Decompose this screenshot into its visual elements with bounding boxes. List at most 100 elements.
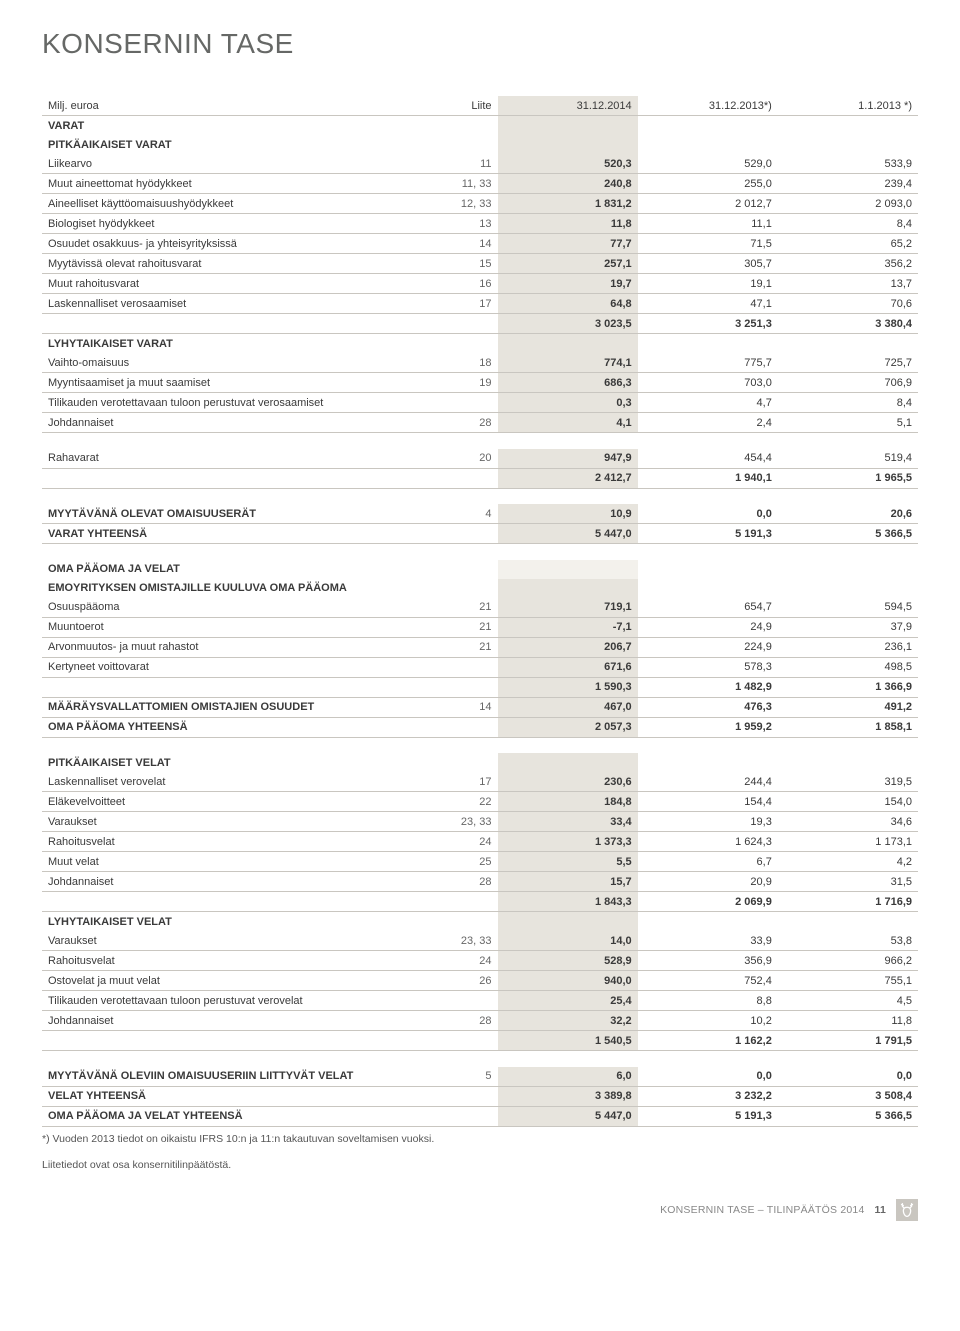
table-row: Biologiset hyödykkeet1311,811,18,4	[42, 214, 918, 234]
row-note	[427, 524, 497, 544]
row-note: 26	[427, 971, 497, 991]
row-value: 2 069,9	[638, 892, 778, 912]
row-note: 28	[427, 872, 497, 892]
col-2013: 31.12.2013*)	[638, 96, 778, 116]
row-value: 11,8	[778, 1011, 918, 1031]
table-row: MYYTÄVÄNÄ OLEVAT OMAISUUSERÄT410,90,020,…	[42, 504, 918, 524]
table-row: EMOYRITYKSEN OMISTAJILLE KUULUVA OMA PÄÄ…	[42, 579, 918, 598]
table-row	[42, 433, 918, 449]
row-value: 5 191,3	[638, 1106, 778, 1126]
row-value: 0,0	[778, 1067, 918, 1087]
row-value: 529,0	[638, 154, 778, 174]
section-label: LYHYTAIKAISET VELAT	[42, 912, 498, 932]
row-value: 3 023,5	[498, 314, 638, 334]
row-label: Kertyneet voittovarat	[42, 657, 427, 677]
footnote: *) Vuoden 2013 tiedot on oikaistu IFRS 1…	[42, 1133, 918, 1145]
row-label: Laskennalliset verovelat	[42, 772, 427, 792]
row-value: 20,6	[778, 504, 918, 524]
row-value: 4,5	[778, 991, 918, 1011]
row-label	[42, 314, 427, 334]
row-note	[427, 1086, 497, 1106]
row-label: Rahavarat	[42, 449, 427, 469]
row-value: 8,4	[778, 214, 918, 234]
row-note	[427, 991, 497, 1011]
table-row: Laskennalliset verovelat17230,6244,4319,…	[42, 772, 918, 792]
row-note: 4	[427, 504, 497, 524]
table-row: Varaukset23, 3314,033,953,8	[42, 931, 918, 951]
table-row: MYYTÄVÄNÄ OLEVIIN OMAISUUSERIIN LIITTYVÄ…	[42, 1067, 918, 1087]
row-value: 14,0	[498, 931, 638, 951]
row-label: Johdannaiset	[42, 1011, 427, 1031]
row-value: 3 389,8	[498, 1086, 638, 1106]
row-value: 2,4	[638, 413, 778, 433]
table-row: OMA PÄÄOMA JA VELAT YHTEENSÄ5 447,05 191…	[42, 1106, 918, 1126]
row-note	[427, 1031, 497, 1051]
row-value: 520,3	[498, 154, 638, 174]
row-label: Myyntisaamiset ja muut saamiset	[42, 373, 427, 393]
row-note: 16	[427, 274, 497, 294]
row-value: 1 858,1	[778, 717, 918, 737]
row-value: 11,1	[638, 214, 778, 234]
row-label	[42, 677, 427, 697]
table-row	[42, 544, 918, 560]
row-note: 25	[427, 852, 497, 872]
row-note: 18	[427, 353, 497, 373]
table-row: Rahoitusvelat24528,9356,9966,2	[42, 951, 918, 971]
row-note: 5	[427, 1067, 497, 1087]
row-note	[427, 717, 497, 737]
row-label: Johdannaiset	[42, 413, 427, 433]
row-value: 20,9	[638, 872, 778, 892]
table-row: Varaukset23, 3333,419,334,6	[42, 812, 918, 832]
row-value: 1 173,1	[778, 832, 918, 852]
table-row: Eläkevelvoitteet22184,8154,4154,0	[42, 792, 918, 812]
row-value: 3 508,4	[778, 1086, 918, 1106]
row-label: Eläkevelvoitteet	[42, 792, 427, 812]
row-value: 0,3	[498, 393, 638, 413]
row-value: 4,7	[638, 393, 778, 413]
row-label	[42, 1031, 427, 1051]
row-value: 578,3	[638, 657, 778, 677]
row-value: 1 540,5	[498, 1031, 638, 1051]
row-note: 20	[427, 449, 497, 469]
row-value: 1 373,3	[498, 832, 638, 852]
row-value: 775,7	[638, 353, 778, 373]
row-value: 65,2	[778, 234, 918, 254]
row-value: 31,5	[778, 872, 918, 892]
row-value: 533,9	[778, 154, 918, 174]
section-label: EMOYRITYKSEN OMISTAJILLE KUULUVA OMA PÄÄ…	[42, 579, 498, 598]
row-label: Aineelliset käyttöomaisuushyödykkeet	[42, 194, 427, 214]
row-value: 519,4	[778, 449, 918, 469]
row-value: 454,4	[638, 449, 778, 469]
row-value: 947,9	[498, 449, 638, 469]
row-note: 17	[427, 294, 497, 314]
deer-icon	[896, 1199, 918, 1221]
section-label: LYHYTAIKAISET VARAT	[42, 334, 498, 354]
table-row: Aineelliset käyttöomaisuushyödykkeet12, …	[42, 194, 918, 214]
row-label: Rahoitusvelat	[42, 951, 427, 971]
row-label: Varaukset	[42, 931, 427, 951]
table-row: Tilikauden verotettavaan tuloon perustuv…	[42, 991, 918, 1011]
row-value: 8,8	[638, 991, 778, 1011]
row-label: Osuudet osakkuus- ja yhteisyrityksissä	[42, 234, 427, 254]
row-value: 64,8	[498, 294, 638, 314]
row-note: 23, 33	[427, 931, 497, 951]
row-value: 3 251,3	[638, 314, 778, 334]
row-value: 4,2	[778, 852, 918, 872]
row-label: Muut velat	[42, 852, 427, 872]
row-label: Tilikauden verotettavaan tuloon perustuv…	[42, 393, 427, 413]
row-label: Vaihto-omaisuus	[42, 353, 427, 373]
row-value: 1 716,9	[778, 892, 918, 912]
row-note: 22	[427, 792, 497, 812]
closing-note: Liitetiedot ovat osa konsernitilinpäätös…	[42, 1159, 918, 1171]
footer-page-number: 11	[875, 1204, 887, 1216]
section-label: PITKÄAIKAISET VELAT	[42, 753, 498, 772]
row-note: 14	[427, 697, 497, 717]
row-value: 71,5	[638, 234, 778, 254]
row-value: 206,7	[498, 637, 638, 657]
row-label: Biologiset hyödykkeet	[42, 214, 427, 234]
row-value: 654,7	[638, 598, 778, 618]
row-value: 686,3	[498, 373, 638, 393]
row-note: 24	[427, 832, 497, 852]
row-note	[427, 314, 497, 334]
row-value: 1 831,2	[498, 194, 638, 214]
